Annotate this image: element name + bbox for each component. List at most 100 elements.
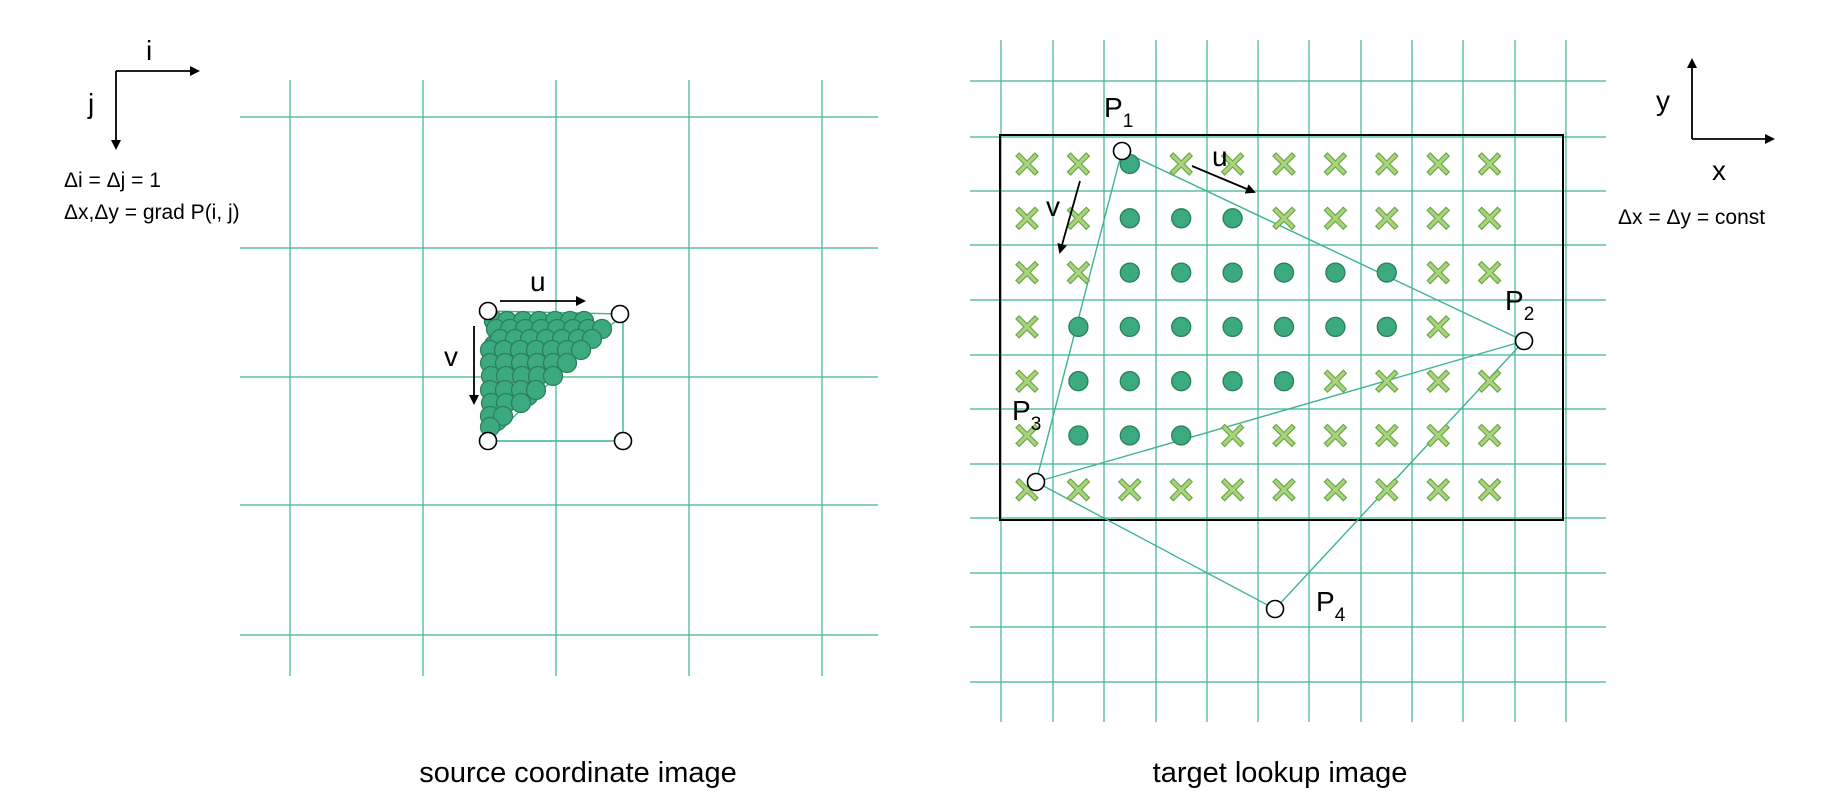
target-outside-cross xyxy=(1220,152,1245,176)
source-sample-dot xyxy=(525,379,547,401)
target-outside-cross xyxy=(1374,423,1399,448)
target-inside-dot xyxy=(1119,316,1140,338)
target-outside-cross xyxy=(1272,152,1296,176)
target-inside-dot xyxy=(1119,262,1140,283)
label-p2: P2 xyxy=(1505,285,1534,325)
label-p3-sub: 3 xyxy=(1031,414,1042,435)
target-outside-cross xyxy=(1066,152,1091,176)
target-inside-dot xyxy=(1119,208,1140,229)
target-outside-cross xyxy=(1323,152,1348,176)
label-p1-sub: 1 xyxy=(1123,111,1134,132)
target-outside-cross xyxy=(1374,369,1399,394)
source-sample-dot xyxy=(542,365,564,387)
label-p3: P3 xyxy=(1012,395,1041,435)
target-inside-dot xyxy=(1222,316,1243,338)
target-outside-cross xyxy=(1323,477,1348,502)
target-u-label: u xyxy=(1212,141,1228,172)
target-quad-diagonal xyxy=(1035,340,1525,483)
target-inside-dot xyxy=(1273,371,1295,392)
source-corner-bottom-right xyxy=(613,431,633,451)
target-outside-cross xyxy=(1374,152,1399,176)
target-v-arrow xyxy=(1057,180,1081,254)
source-axes xyxy=(111,66,200,150)
target-inside-dot xyxy=(1171,316,1192,338)
target-u-arrow xyxy=(1191,165,1256,194)
target-inside-dot xyxy=(1171,262,1192,283)
target-outside-cross xyxy=(1477,423,1502,448)
source-sample-dot xyxy=(492,405,514,427)
target-inside-dot xyxy=(1171,371,1192,392)
source-sample-dot xyxy=(556,352,578,374)
target-outside-cross xyxy=(1220,477,1245,502)
source-corner-top-left xyxy=(478,301,498,321)
target-outside-cross xyxy=(1426,260,1451,285)
axis-i-label: i xyxy=(146,35,152,66)
source-note-line1: Δi = Δj = 1 xyxy=(64,169,161,192)
label-p2-sub: 2 xyxy=(1524,304,1535,325)
source-grid xyxy=(240,80,878,676)
target-bounding-box xyxy=(999,134,1564,521)
target-samples xyxy=(1015,152,1502,502)
target-outside-cross xyxy=(1015,423,1039,448)
target-outside-cross xyxy=(1015,369,1039,394)
axis-x-label: x xyxy=(1712,155,1726,186)
target-outside-cross xyxy=(1015,315,1039,339)
target-outside-cross xyxy=(1426,315,1451,339)
axis-y-label: y xyxy=(1656,85,1670,116)
target-outside-cross xyxy=(1426,369,1451,394)
source-caption: source coordinate image xyxy=(419,757,737,789)
label-p4: P4 xyxy=(1316,586,1346,626)
target-v-label: v xyxy=(1046,191,1060,222)
target-outside-cross xyxy=(1374,206,1399,231)
source-u-label: u xyxy=(530,266,546,297)
target-inside-dot xyxy=(1171,425,1192,446)
target-outside-cross xyxy=(1015,206,1039,231)
target-outside-cross xyxy=(1015,152,1039,176)
target-outside-cross xyxy=(1477,477,1502,502)
target-inside-dot xyxy=(1119,425,1140,446)
target-inside-dot xyxy=(1376,316,1397,338)
target-inside-dot xyxy=(1119,371,1140,392)
target-outside-cross xyxy=(1066,260,1091,285)
source-note-line2: Δx,Δy = grad P(i, j) xyxy=(64,201,240,224)
target-outside-cross xyxy=(1220,423,1245,448)
target-outside-cross xyxy=(1066,477,1091,502)
target-axes xyxy=(1687,58,1775,144)
label-p1: P1 xyxy=(1104,92,1133,132)
target-inside-dot xyxy=(1171,208,1192,229)
target-inside-dot xyxy=(1222,371,1243,392)
target-outside-cross xyxy=(1117,477,1142,502)
target-inside-dot xyxy=(1325,316,1346,338)
target-outside-cross xyxy=(1477,206,1502,231)
target-outside-cross xyxy=(1323,423,1348,448)
target-outside-cross xyxy=(1477,369,1502,394)
target-inside-dot xyxy=(1068,316,1089,338)
point-p4 xyxy=(1265,599,1285,619)
source-corner-top-right xyxy=(610,304,630,324)
target-outside-cross xyxy=(1066,206,1091,231)
target-inside-dot xyxy=(1273,316,1295,338)
source-sample-dots xyxy=(479,310,613,438)
point-p2 xyxy=(1514,331,1534,351)
target-outside-cross xyxy=(1477,152,1502,176)
source-panel: i j Δi = Δj = 1 Δx,Δy = grad P(i, j) u v… xyxy=(64,35,878,789)
target-outside-cross xyxy=(1169,477,1194,502)
source-sample-dot xyxy=(510,392,532,414)
target-panel: P1 P2 P3 P4 u v y x Δx = Δy = const targ… xyxy=(970,40,1775,789)
target-grid xyxy=(970,40,1606,722)
target-outside-cross xyxy=(1323,206,1348,231)
target-outside-cross xyxy=(1426,423,1451,448)
source-sample-dot xyxy=(570,339,592,361)
label-p4-sub: 4 xyxy=(1335,605,1346,626)
target-inside-dot xyxy=(1325,262,1346,283)
source-v-label: v xyxy=(444,341,458,372)
target-caption: target lookup image xyxy=(1153,757,1408,789)
target-outside-cross xyxy=(1374,477,1399,502)
target-outside-cross xyxy=(1272,477,1296,502)
target-outside-cross xyxy=(1426,152,1451,176)
point-p3 xyxy=(1026,472,1046,492)
target-outside-cross xyxy=(1323,369,1348,394)
target-outside-cross xyxy=(1272,423,1296,448)
target-inside-dot xyxy=(1273,262,1295,283)
